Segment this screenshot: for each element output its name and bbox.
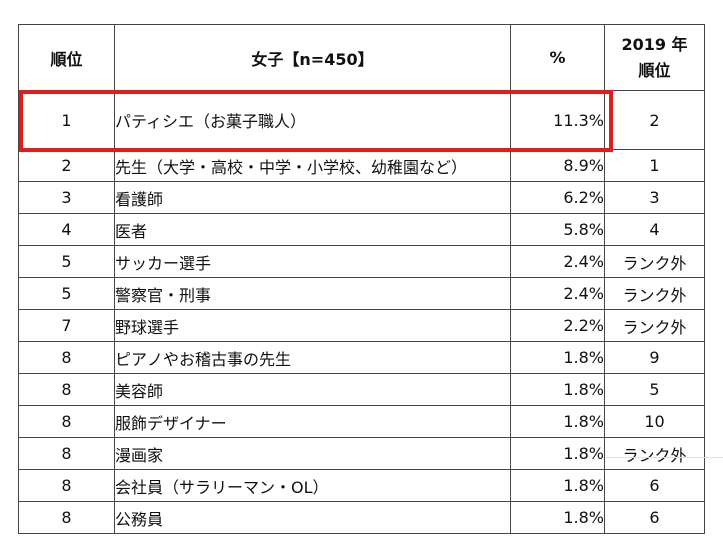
table-row: 7 野球選手 2.2% ランク外 xyxy=(18,309,705,342)
table-row: 2 先生（大学・高校・中学・小学校、幼稚園など） 8.9% 1 xyxy=(18,149,705,182)
percent-cell: 1.8% xyxy=(510,501,605,534)
item-cell: 服飾デザイナー xyxy=(114,405,511,438)
percent-cell: 2.4% xyxy=(510,277,605,310)
rank-cell: 8 xyxy=(18,437,115,470)
table-row: 1 パティシエ（お菓子職人） 11.3% 2 xyxy=(18,90,705,150)
percent-cell: 1.8% xyxy=(510,469,605,502)
table-row: 4 医者 5.8% 4 xyxy=(18,213,705,246)
item-cell: 美容師 xyxy=(114,373,511,406)
rank-cell: 2 xyxy=(18,149,115,182)
prev-rank-cell: 6 xyxy=(604,469,705,502)
rank-cell: 7 xyxy=(18,309,115,342)
item-cell: 会社員（サラリーマン・OL） xyxy=(114,469,511,502)
header-percent: % xyxy=(510,24,605,91)
prev-rank-cell: ランク外 xyxy=(604,245,705,278)
item-cell: 漫画家 xyxy=(114,437,511,470)
rank-cell: 5 xyxy=(18,245,115,278)
percent-cell: 1.8% xyxy=(510,373,605,406)
header-prev-rank: 2019 年 順位 xyxy=(604,24,705,91)
rank-cell: 3 xyxy=(18,181,115,214)
percent-cell: 1.8% xyxy=(510,405,605,438)
rank-cell: 1 xyxy=(18,90,115,150)
rank-cell: 4 xyxy=(18,213,115,246)
prev-rank-cell: ランク外 xyxy=(604,437,705,470)
prev-rank-cell: 10 xyxy=(604,405,705,438)
item-cell: 先生（大学・高校・中学・小学校、幼稚園など） xyxy=(114,149,511,182)
header-prev-year: 2019 年 xyxy=(621,34,688,54)
item-cell: 警察官・刑事 xyxy=(114,277,511,310)
item-cell: パティシエ（お菓子職人） xyxy=(114,90,511,150)
item-cell: 医者 xyxy=(114,213,511,246)
table-row: 8 服飾デザイナー 1.8% 10 xyxy=(18,405,705,438)
prev-rank-cell: 3 xyxy=(604,181,705,214)
table-row: 3 看護師 6.2% 3 xyxy=(18,181,705,214)
table-row: 8 漫画家 1.8% ランク外 xyxy=(18,437,705,470)
header-row: 順位 女子【n=450】 % 2019 年 順位 xyxy=(18,24,705,91)
item-cell: ピアノやお稽古事の先生 xyxy=(114,341,511,374)
table-row: 8 ピアノやお稽古事の先生 1.8% 9 xyxy=(18,341,705,374)
percent-cell: 6.2% xyxy=(510,181,605,214)
ranking-table: 順位 女子【n=450】 % 2019 年 順位 1 パティシエ（お菓子職人） … xyxy=(18,24,705,534)
item-cell: サッカー選手 xyxy=(114,245,511,278)
rank-cell: 8 xyxy=(18,405,115,438)
percent-cell: 1.8% xyxy=(510,437,605,470)
prev-rank-cell: 6 xyxy=(604,501,705,534)
percent-cell: 2.2% xyxy=(510,309,605,342)
table-row: 5 警察官・刑事 2.4% ランク外 xyxy=(18,277,705,310)
prev-rank-cell: ランク外 xyxy=(604,277,705,310)
prev-rank-cell: 9 xyxy=(604,341,705,374)
header-prev-label: 順位 xyxy=(638,60,671,80)
prev-rank-cell: 5 xyxy=(604,373,705,406)
rank-cell: 8 xyxy=(18,341,115,374)
rank-cell: 8 xyxy=(18,373,115,406)
table-row: 8 会社員（サラリーマン・OL） 1.8% 6 xyxy=(18,469,705,502)
percent-cell: 5.8% xyxy=(510,213,605,246)
rank-cell: 8 xyxy=(18,469,115,502)
prev-rank-cell: 4 xyxy=(604,213,705,246)
prev-rank-cell: 2 xyxy=(604,90,705,150)
percent-cell: 11.3% xyxy=(510,90,605,150)
prev-rank-cell: ランク外 xyxy=(604,309,705,342)
table-row: 8 公務員 1.8% 6 xyxy=(18,501,705,534)
item-cell: 野球選手 xyxy=(114,309,511,342)
guide-line xyxy=(606,457,723,458)
header-item: 女子【n=450】 xyxy=(114,24,511,91)
rank-cell: 5 xyxy=(18,277,115,310)
prev-rank-cell: 1 xyxy=(604,149,705,182)
table-row: 5 サッカー選手 2.4% ランク外 xyxy=(18,245,705,278)
item-cell: 公務員 xyxy=(114,501,511,534)
item-cell: 看護師 xyxy=(114,181,511,214)
header-rank: 順位 xyxy=(18,24,115,91)
rank-cell: 8 xyxy=(18,501,115,534)
table-row: 8 美容師 1.8% 5 xyxy=(18,373,705,406)
percent-cell: 8.9% xyxy=(510,149,605,182)
percent-cell: 1.8% xyxy=(510,341,605,374)
percent-cell: 2.4% xyxy=(510,245,605,278)
